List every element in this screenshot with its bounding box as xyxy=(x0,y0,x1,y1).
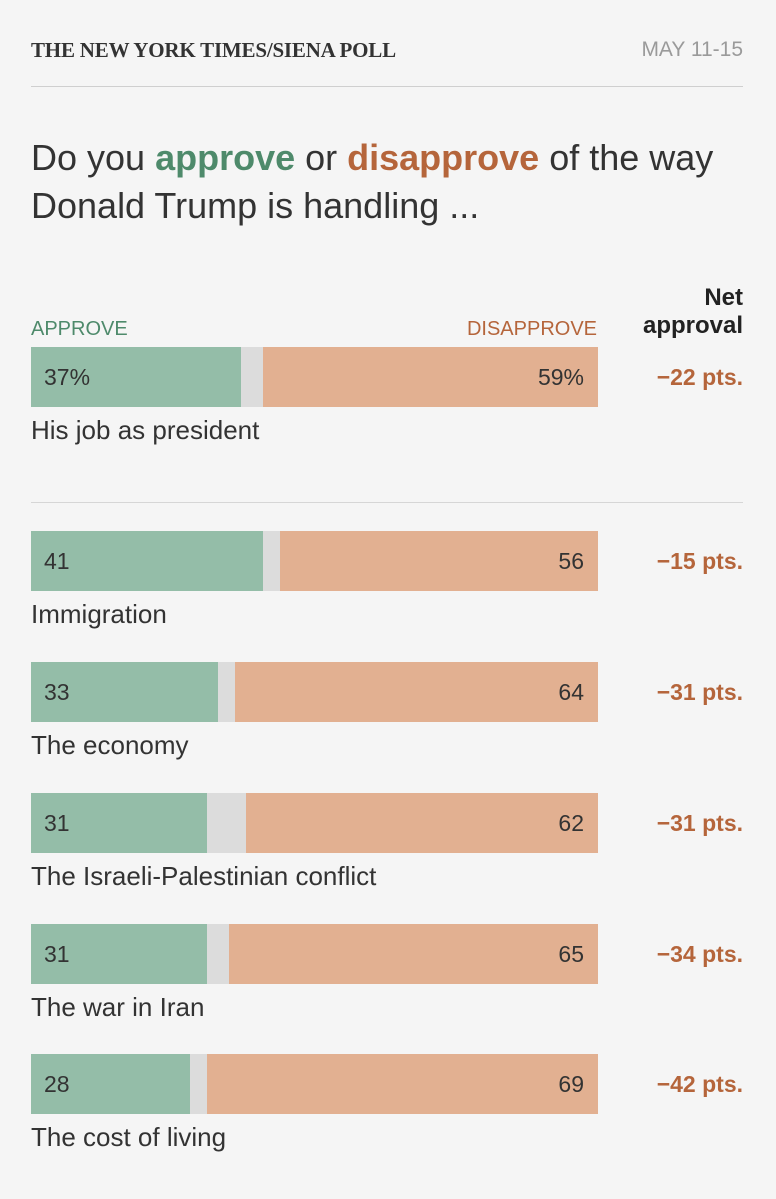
net-approval-value: −22 pts. xyxy=(656,364,743,390)
question-approve-word: approve xyxy=(155,137,296,178)
net-header-line2: approval xyxy=(642,312,743,339)
disapprove-value-label: 59% xyxy=(537,364,584,390)
stacked-bar: 31 65 xyxy=(31,924,598,984)
category-label: The cost of living xyxy=(31,1122,227,1152)
net-approval-value: −15 pts. xyxy=(656,548,743,574)
category-label: The economy xyxy=(31,730,189,760)
disapprove-bar-segment xyxy=(246,793,598,853)
approve-value-label: 41 xyxy=(44,548,70,574)
stacked-bar: 28 69 xyxy=(31,1054,598,1114)
disapprove-value-label: 65 xyxy=(558,941,584,967)
approve-value-label: 28 xyxy=(44,1071,70,1097)
category-label: The Israeli-Palestinian conflict xyxy=(31,861,377,891)
chart-row: 31 62 −31 pts. The Israeli-Palestinian conf… xyxy=(0,793,776,893)
question-middle: or xyxy=(295,137,348,178)
chart-row: 28 69 −42 pts. The cost of living xyxy=(0,1054,776,1154)
approve-value-label: 37% xyxy=(44,364,91,390)
approve-bar-segment xyxy=(31,662,219,722)
net-approval-value: −42 pts. xyxy=(656,1071,743,1097)
approve-bar-segment xyxy=(31,924,207,984)
approve-value-label: 33 xyxy=(44,679,70,705)
net-approval-value: −34 pts. xyxy=(656,941,743,967)
approve-value-label: 31 xyxy=(44,810,70,836)
question-disapprove-word: disapprove xyxy=(347,137,540,178)
question-suffix: of the way Donald Trump is handling ... xyxy=(31,137,714,226)
net-approval-header: Net approval xyxy=(643,284,743,340)
chart-row: 33 64 −31 pts. The economy xyxy=(0,662,776,762)
stacked-bar: 41 56 xyxy=(31,531,598,591)
legend-disapprove: DISAPPROVE xyxy=(466,318,597,340)
disapprove-bar-segment xyxy=(235,662,598,722)
net-approval-value: −31 pts. xyxy=(656,679,743,705)
stacked-bar: 31 62 xyxy=(31,793,598,853)
disapprove-value-label: 62 xyxy=(558,810,584,836)
question-prefix: Do you xyxy=(31,137,156,178)
disapprove-value-label: 64 xyxy=(558,679,584,705)
disapprove-value-label: 69 xyxy=(558,1071,584,1097)
net-approval-value: −31 pts. xyxy=(656,810,743,836)
chart-question: Do you approve or disapprove of the way … xyxy=(31,134,743,230)
disapprove-bar-segment xyxy=(263,347,598,407)
category-label: The war in Iran xyxy=(31,992,205,1022)
approve-bar-segment xyxy=(31,1054,190,1114)
section-divider xyxy=(31,502,743,503)
disapprove-value-label: 56 xyxy=(558,548,584,574)
category-label: His job as president xyxy=(31,415,260,445)
category-label: Immigration xyxy=(31,599,167,629)
approve-value-label: 31 xyxy=(44,941,70,967)
stacked-bar: 37% 59% xyxy=(31,347,598,407)
stacked-bar: 33 64 xyxy=(31,662,598,722)
chart-header: THE NEW YORK TIMES/SIENA POLL MAY 11-15 xyxy=(31,34,743,87)
disapprove-bar-segment xyxy=(206,1054,598,1114)
poll-date: MAY 11-15 xyxy=(641,38,743,61)
approve-bar-segment xyxy=(31,347,241,407)
disapprove-bar-segment xyxy=(280,531,598,591)
approve-bar-segment xyxy=(31,793,207,853)
chart-row: 37% 59% −22 pts. His job as president xyxy=(0,347,776,447)
disapprove-bar-segment xyxy=(229,924,598,984)
source-title: THE NEW YORK TIMES/SIENA POLL xyxy=(31,38,396,62)
chart-row: 31 65 −34 pts. The war in Iran xyxy=(0,924,776,1024)
chart-row: 41 56 −15 pts. Immigration xyxy=(0,531,776,631)
approve-bar-segment xyxy=(31,531,264,591)
net-header-line1: Net xyxy=(704,284,743,311)
legend-approve: APPROVE xyxy=(31,318,128,340)
